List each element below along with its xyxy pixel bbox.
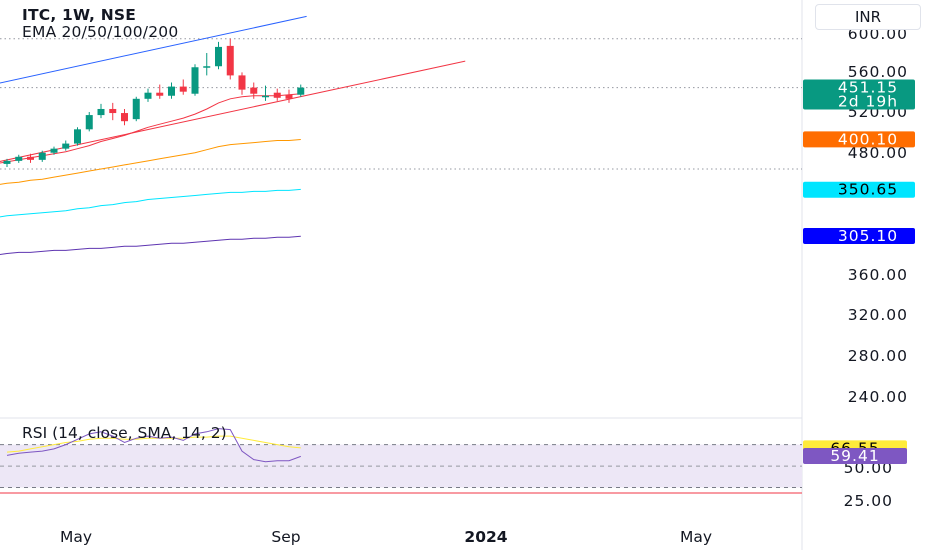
candle xyxy=(262,85,269,101)
price-tag-bg xyxy=(803,228,915,245)
price-tag-value: 400.10 xyxy=(838,130,898,148)
candle-body xyxy=(179,86,187,92)
price-tag-value: 305.10 xyxy=(838,227,898,245)
trend-line xyxy=(0,60,466,162)
candle xyxy=(238,72,246,95)
candle-body xyxy=(38,152,46,160)
candle-body xyxy=(109,108,117,114)
price-tag: 350.65 xyxy=(803,181,915,199)
rsi-line xyxy=(6,428,301,463)
candle xyxy=(109,102,117,121)
symbol-title[interactable]: ITC, 1W, NSE xyxy=(22,6,137,24)
candle-body xyxy=(238,75,246,90)
rsi-sma-line xyxy=(6,435,301,453)
ema50-line xyxy=(0,139,301,185)
candle-body xyxy=(132,98,140,120)
candle-body xyxy=(85,115,93,130)
currency-button[interactable]: INR xyxy=(815,4,921,30)
candle-body xyxy=(285,94,293,99)
candle-body xyxy=(121,113,128,122)
candle xyxy=(74,127,81,146)
candle-body xyxy=(297,87,305,95)
candle xyxy=(156,84,164,99)
candle-body xyxy=(27,156,34,160)
time-axis-label: Sep xyxy=(271,528,300,546)
candle xyxy=(27,153,34,163)
candle-body xyxy=(74,129,81,144)
time-axis-label: 2024 xyxy=(464,528,507,546)
rsi-pane[interactable] xyxy=(0,428,802,494)
ema100-line xyxy=(0,188,301,218)
rsi-tag-bg xyxy=(803,447,907,464)
price-tag-value: 451.15 xyxy=(838,78,898,96)
candle-body xyxy=(273,92,281,98)
candle-body xyxy=(262,95,269,98)
candle-body xyxy=(3,160,11,164)
candle xyxy=(191,64,199,96)
candle xyxy=(3,158,11,167)
price-tag-value: 350.65 xyxy=(838,181,898,199)
candle xyxy=(179,79,187,95)
candle-body xyxy=(203,66,211,68)
candle-body xyxy=(50,148,58,153)
price-axis-label: 560.00 xyxy=(848,63,908,81)
price-axis-label: 360.00 xyxy=(848,266,908,284)
candle xyxy=(297,84,305,97)
price-axis-label: 480.00 xyxy=(848,144,908,162)
candle xyxy=(121,108,128,126)
candle-body xyxy=(156,92,164,96)
candle-body xyxy=(168,86,175,96)
candle-body xyxy=(97,108,105,116)
price-tag-bg xyxy=(803,79,915,110)
price-tag-bg xyxy=(803,131,915,148)
candle xyxy=(215,41,222,70)
main-pane[interactable] xyxy=(0,0,803,550)
time-axis-label: May xyxy=(680,528,712,546)
rsi-legend[interactable]: RSI (14, close, SMA, 14, 2) xyxy=(22,424,227,442)
rsi-axis-label: 25.00 xyxy=(844,492,893,510)
candle xyxy=(38,150,46,162)
candle xyxy=(203,53,211,76)
candle-body xyxy=(62,143,70,149)
ema200-line xyxy=(0,235,301,256)
candle-body xyxy=(250,87,258,94)
candle xyxy=(285,89,293,103)
price-axis-label: 280.00 xyxy=(848,347,908,365)
candle xyxy=(273,88,281,101)
candle xyxy=(168,82,175,99)
candle xyxy=(15,154,23,163)
candle xyxy=(226,38,234,80)
price-axis-label: 240.00 xyxy=(848,388,908,406)
price-tag: 305.10 xyxy=(803,227,915,245)
candle xyxy=(144,88,152,102)
price-tag-bg xyxy=(803,181,915,198)
candle xyxy=(62,140,70,151)
candle-body xyxy=(191,67,199,94)
candle xyxy=(97,103,105,119)
candle xyxy=(132,96,140,122)
candle-body xyxy=(215,46,222,67)
price-tag: 400.10 xyxy=(803,130,915,148)
price-axis-label: 320.00 xyxy=(848,306,908,324)
rsi-tag: 59.41 xyxy=(803,447,907,465)
candle xyxy=(50,146,58,155)
candle xyxy=(85,112,93,132)
candle-body xyxy=(144,92,152,99)
channel-line xyxy=(0,15,307,84)
time-axis[interactable]: May Sep 2024 May xyxy=(60,528,712,546)
indicator-legend[interactable]: EMA 20/50/100/200 xyxy=(22,23,179,41)
candle xyxy=(250,82,258,99)
ema20-line xyxy=(0,93,301,164)
candle-body xyxy=(15,156,23,161)
time-axis-label: May xyxy=(60,528,92,546)
candle-body xyxy=(226,45,234,76)
rsi-tag-value: 59.41 xyxy=(830,447,879,465)
price-tag-countdown: 2d 19h xyxy=(838,92,898,110)
